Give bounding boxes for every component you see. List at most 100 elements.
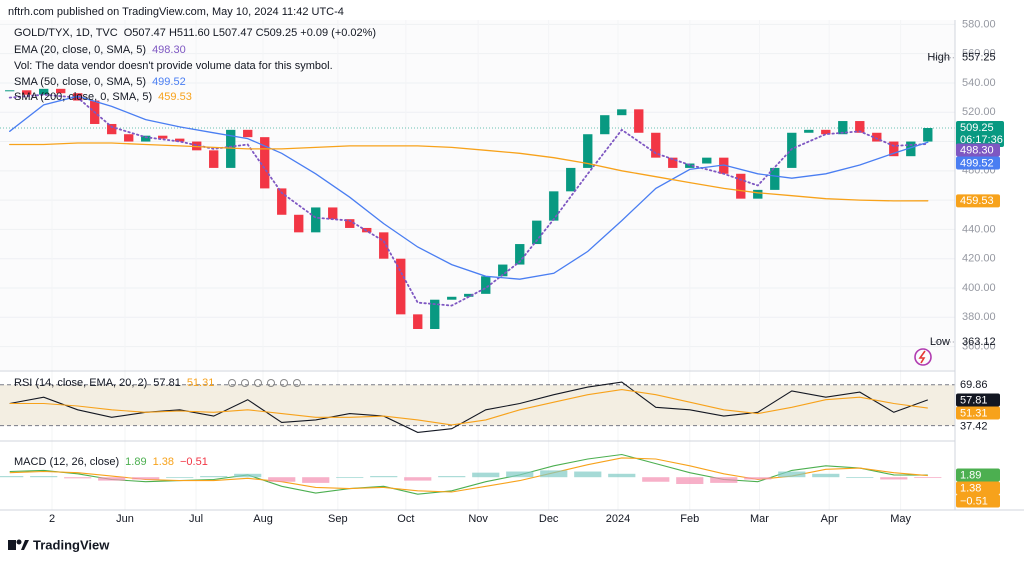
candle (600, 115, 610, 135)
rsi-value: 51.31 (187, 377, 215, 389)
axis-tag (956, 156, 1000, 170)
symbol: GOLD/TYX, 1D, TVC (14, 27, 118, 39)
candle (906, 141, 916, 157)
candle (413, 314, 423, 329)
alert-icon[interactable] (914, 348, 932, 366)
candle (22, 90, 32, 95)
candle (770, 167, 780, 190)
candle (753, 189, 763, 199)
x-tick-label: 2024 (606, 513, 630, 525)
candle (345, 219, 355, 228)
macd-histogram-bar (574, 471, 602, 478)
macd-histogram-bar (710, 477, 738, 483)
macd-histogram-bar (302, 477, 330, 483)
candle (804, 129, 814, 133)
rsi-value: 57.81 (153, 377, 181, 389)
macd-histogram-bar (200, 476, 228, 478)
axis-tag-label: 1.38 (960, 482, 981, 494)
indicator-line (9, 95, 929, 280)
candle (209, 150, 219, 168)
axis-tag (956, 143, 1000, 157)
macd-histogram-bar (132, 477, 160, 480)
tradingview-logo (8, 539, 29, 550)
legend-name: EMA (20, close, 0, SMA, 5) (14, 44, 146, 56)
candle (838, 121, 848, 135)
candle (243, 129, 253, 138)
macd-histogram-bar (812, 473, 840, 478)
macd-histogram-bar (880, 477, 908, 480)
volume-notice: Vol: The data vendor doesn't provide vol… (14, 60, 333, 72)
macd-histogram-bar (268, 477, 296, 482)
rsi-icons (228, 379, 301, 387)
x-tick-label: Apr (821, 513, 838, 525)
candle (107, 123, 117, 135)
x-tick-label: Mar (750, 513, 769, 525)
legend-value: 459.53 (158, 91, 192, 103)
candle (328, 207, 338, 220)
candle (668, 157, 678, 168)
rsi-band-fill (0, 384, 955, 426)
y-tick-label: 360.00 (962, 340, 996, 352)
candle (5, 90, 15, 92)
candle (855, 121, 865, 133)
macd-line (9, 453, 928, 495)
macd-histogram-bar (370, 476, 398, 478)
axis-tag-label: 51.31 (960, 407, 988, 419)
x-tick-label: Dec (539, 513, 559, 525)
legend-name: SMA (200, close, 0, SMA, 5) (14, 91, 152, 103)
candle (481, 276, 491, 294)
macd-histogram-bar (30, 476, 58, 478)
x-tick-label: Jul (189, 513, 203, 525)
candle (719, 157, 729, 174)
axis-tag (956, 494, 1000, 508)
candle (192, 141, 202, 151)
macd-value: 1.38 (153, 456, 174, 468)
candle (124, 134, 134, 142)
candle (889, 141, 899, 157)
y-tick-label: 440.00 (962, 223, 996, 235)
candle (702, 157, 712, 164)
macd-histogram-bar (64, 477, 92, 479)
axis-tag-label: 499.52 (960, 157, 994, 169)
candle (277, 188, 287, 215)
candle (447, 296, 457, 300)
macd-histogram-bar (506, 471, 534, 478)
axis-tag-label: 1.89 (960, 469, 981, 481)
macd-histogram-bar (438, 476, 466, 478)
y-tick-label: 520.00 (962, 106, 996, 118)
candle (583, 134, 593, 168)
macd-histogram-bar (846, 477, 874, 479)
macd-histogram-bar (914, 477, 942, 479)
last-price-label: 509.25 (960, 122, 994, 134)
macd-value: 1.89 (125, 456, 146, 468)
legend-value: 499.52 (152, 76, 186, 88)
macd-histogram-bar (234, 473, 262, 478)
low-value: 363.12 (962, 336, 996, 348)
y-tick-label: 400.00 (962, 282, 996, 294)
candle (379, 232, 389, 259)
x-tick-label: 2 (49, 513, 55, 525)
price-pane (0, 20, 955, 370)
macd-histogram-bar (472, 472, 500, 478)
macd-histogram-bar (98, 477, 126, 481)
indicator-line (8, 93, 929, 307)
macd-histogram-bar (166, 477, 194, 479)
candle (260, 137, 270, 189)
y-tick-label: 540.00 (962, 77, 996, 89)
x-tick-label: Oct (397, 513, 414, 525)
candle (396, 258, 406, 315)
footer-brand: TradingView (33, 537, 110, 552)
indicator-line (9, 142, 929, 202)
axis-tag-label: 57.81 (960, 394, 988, 406)
y-tick-label: 580.00 (962, 18, 996, 30)
legend-value: 498.30 (152, 44, 186, 56)
candle (872, 132, 882, 142)
macd-histogram-bar (608, 473, 636, 478)
axis-tag (956, 393, 1000, 407)
axis-tag-label: −0.51 (960, 495, 988, 507)
axis-tag (956, 406, 1000, 420)
rsi-line (9, 381, 928, 433)
y-tick-label: 560.00 (962, 48, 996, 60)
candle (821, 129, 831, 135)
